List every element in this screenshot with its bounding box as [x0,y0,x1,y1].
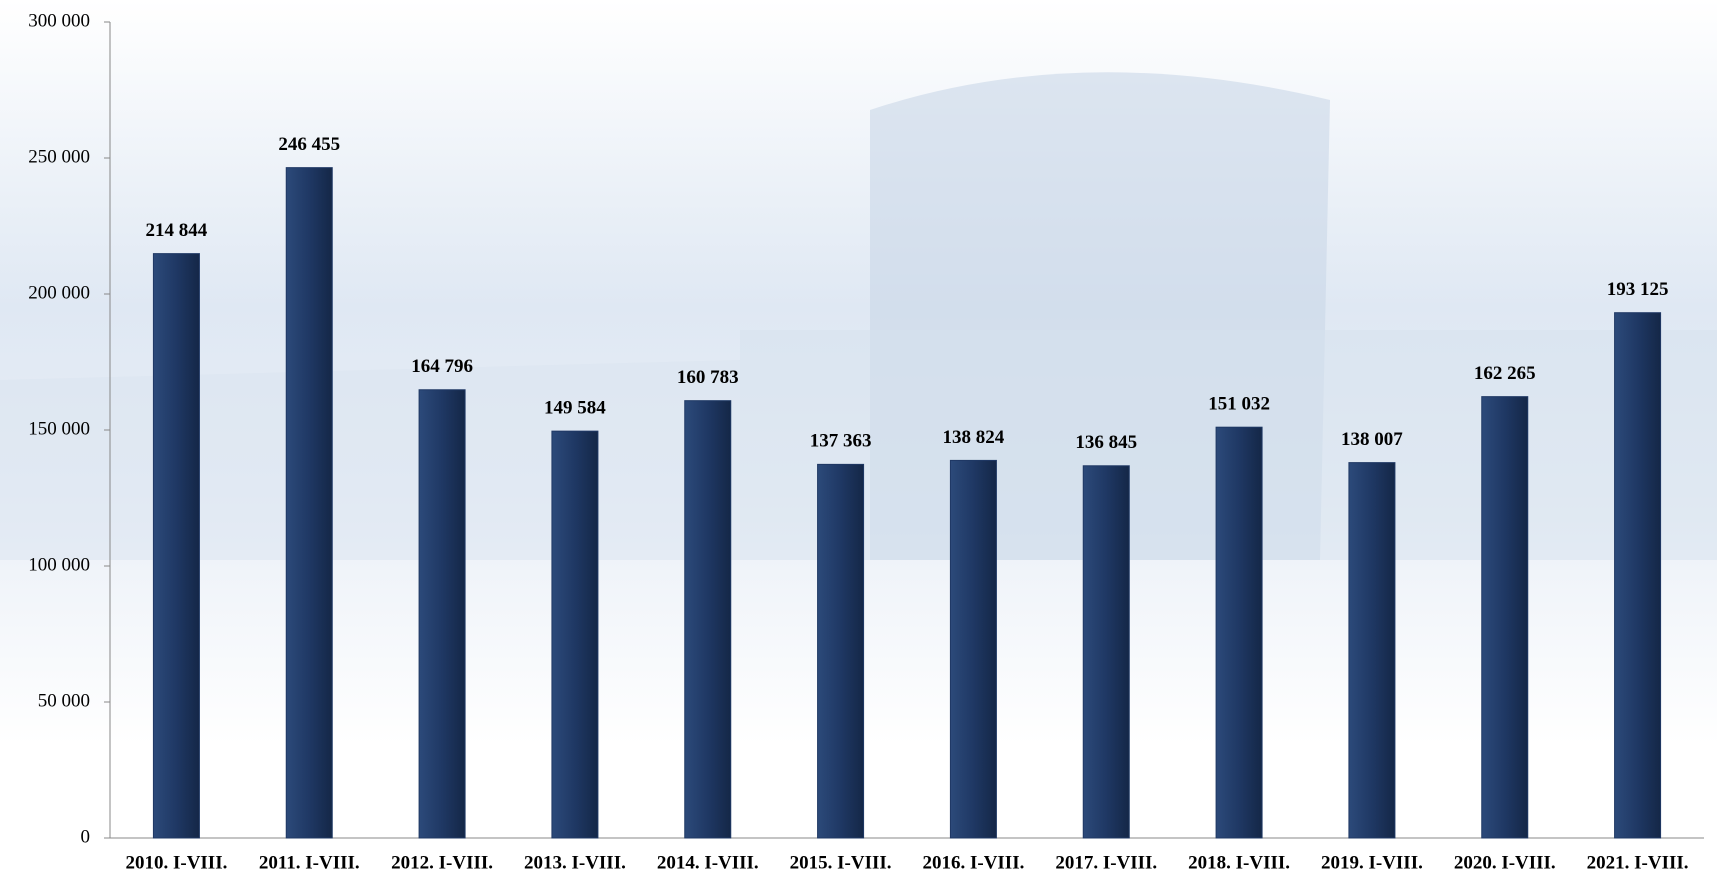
y-tick-label: 100 000 [28,554,90,575]
y-tick-label: 200 000 [28,282,90,303]
x-tick-label: 2011. I-VIII. [259,852,360,873]
x-tick-label: 2015. I-VIII. [790,852,892,873]
y-tick-label: 0 [81,826,91,847]
value-label: 149 584 [544,397,606,418]
bar [949,459,997,839]
x-tick-label: 2020. I-VIII. [1454,852,1556,873]
bar [1348,462,1396,839]
value-label: 138 824 [943,427,1005,448]
bar [684,400,732,839]
value-label: 151 032 [1208,394,1270,415]
y-tick-label: 300 000 [28,10,90,31]
x-tick-label: 2014. I-VIII. [657,852,759,873]
x-tick-label: 2013. I-VIII. [524,852,626,873]
x-tick-label: 2021. I-VIII. [1587,852,1689,873]
x-tick-label: 2017. I-VIII. [1055,852,1157,873]
bar [551,430,599,839]
bar [152,253,200,839]
y-tick-label: 50 000 [38,690,90,711]
value-label: 162 265 [1474,363,1536,384]
value-label: 160 783 [677,367,739,388]
value-label: 214 844 [146,220,208,241]
value-label: 137 363 [810,431,872,452]
y-tick-label: 150 000 [28,418,90,439]
bar [285,167,333,839]
bar [1082,465,1130,839]
y-tick-label: 250 000 [28,146,90,167]
x-tick-label: 2012. I-VIII. [391,852,493,873]
value-label: 136 845 [1075,432,1137,453]
bar [418,389,466,839]
value-label: 138 007 [1341,429,1403,450]
building-decoration [0,360,740,560]
x-tick-label: 2016. I-VIII. [922,852,1024,873]
bar [817,463,865,839]
x-tick-label: 2019. I-VIII. [1321,852,1423,873]
bar [1481,396,1529,839]
value-label: 164 796 [411,356,473,377]
value-label: 193 125 [1607,279,1669,300]
bar [1614,312,1662,839]
value-label: 246 455 [278,134,340,155]
x-tick-label: 2010. I-VIII. [125,852,227,873]
x-tick-label: 2018. I-VIII. [1188,852,1290,873]
bar [1215,426,1263,839]
